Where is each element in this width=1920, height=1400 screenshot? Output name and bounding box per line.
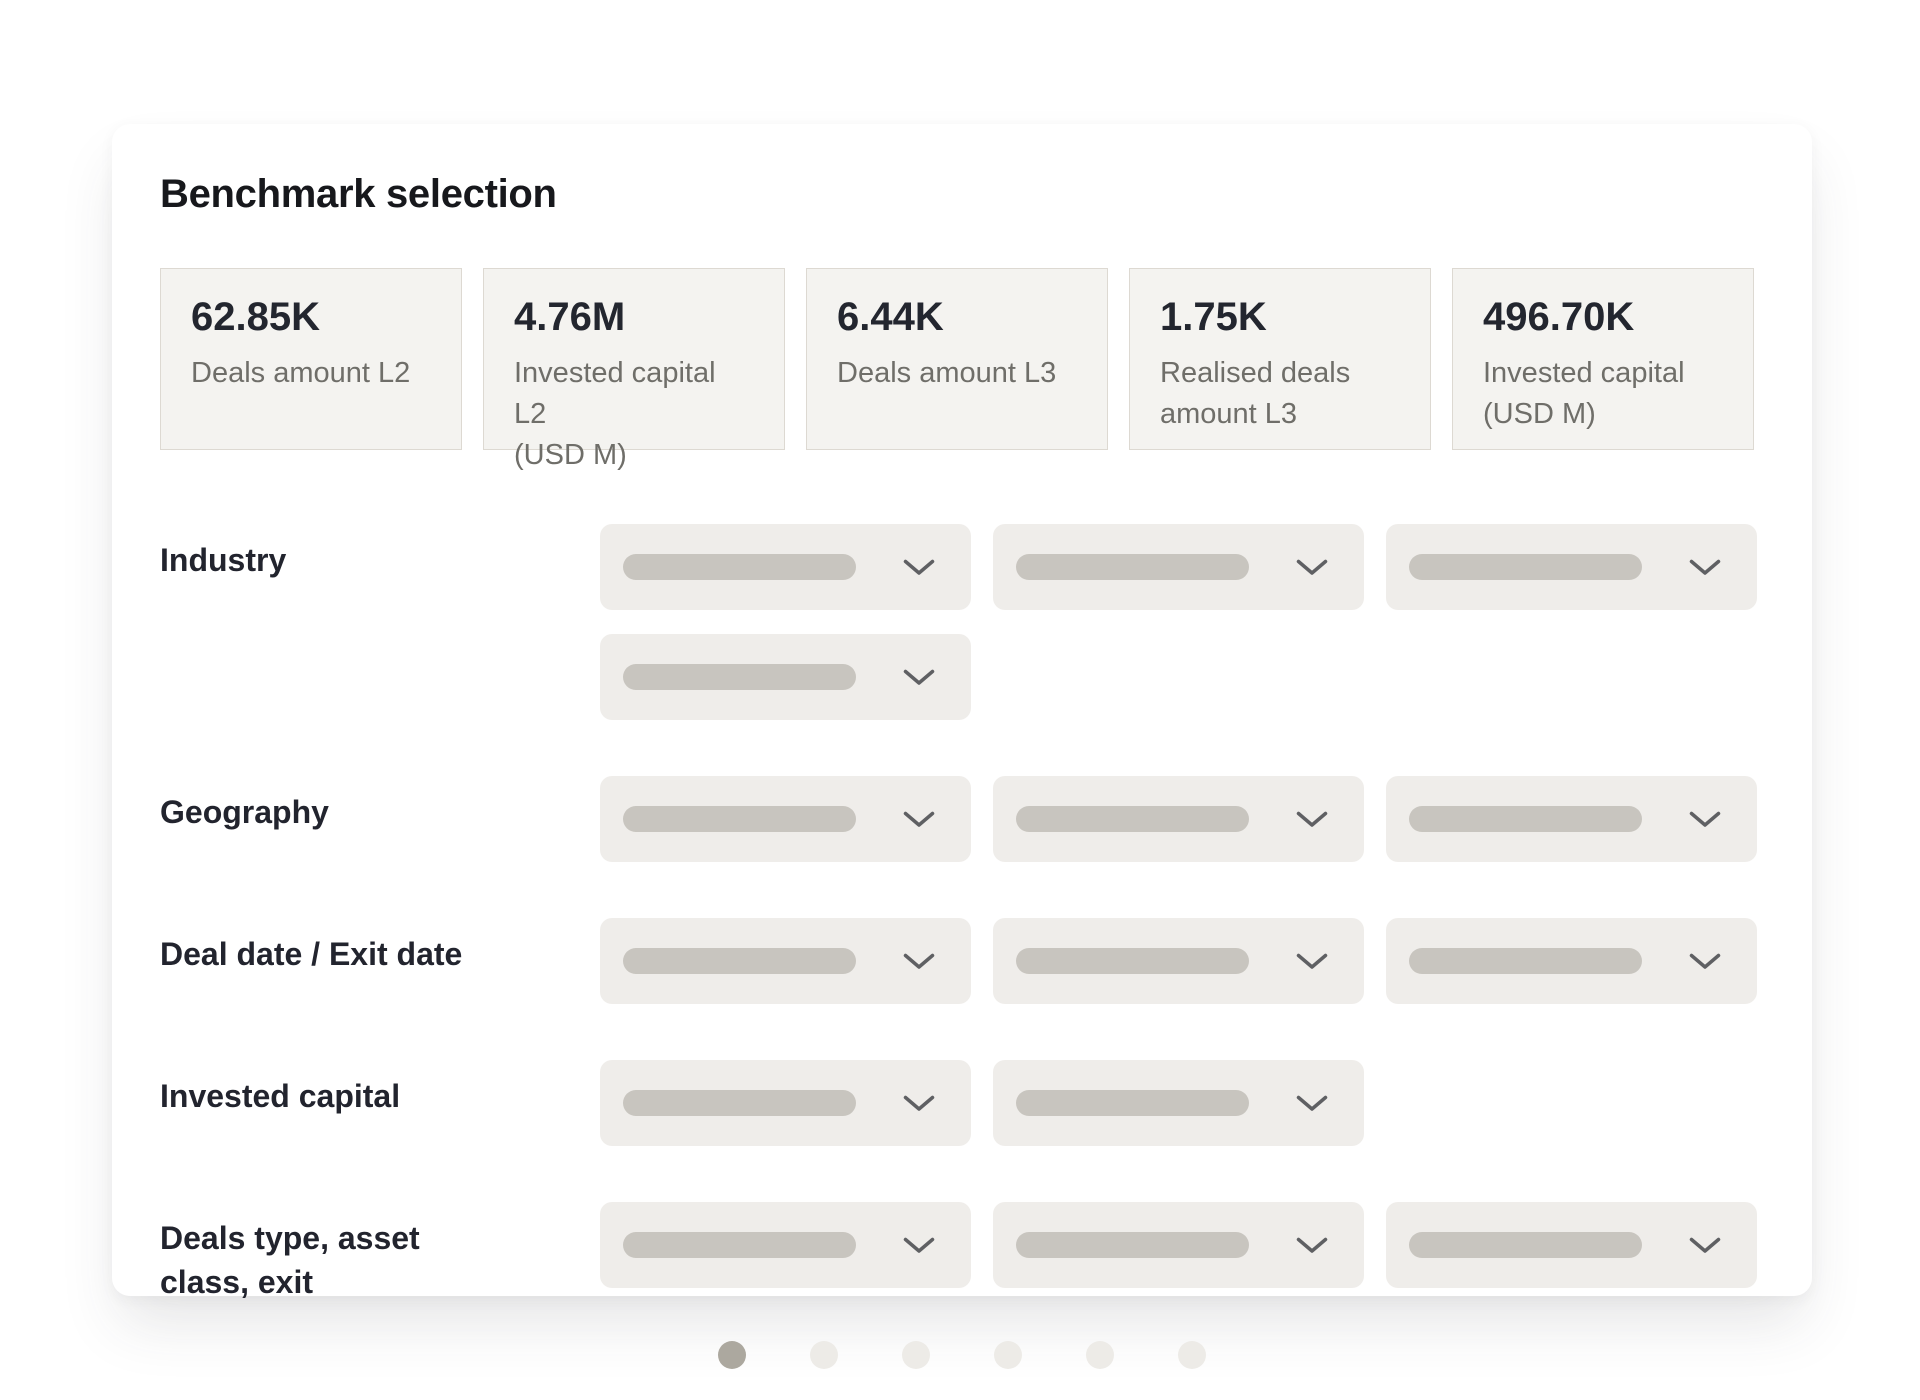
filter-dropdowns: [600, 776, 1757, 862]
carousel-dots: [718, 1341, 1206, 1369]
stat-card: 496.70K Invested capital (USD M): [1452, 268, 1754, 450]
page-title: Benchmark selection: [160, 172, 557, 216]
chevron-down-icon: [1689, 953, 1721, 969]
stat-card: 62.85K Deals amount L2: [160, 268, 462, 450]
stat-card: 4.76M Invested capital L2 (USD M): [483, 268, 785, 471]
filter-select[interactable]: [600, 776, 971, 862]
filter-dropdowns: [600, 1202, 1757, 1288]
carousel-dot-4[interactable]: [994, 1341, 1022, 1369]
dropdown-row: [600, 918, 1757, 1004]
carousel-dot-3[interactable]: [902, 1341, 930, 1369]
chevron-down-icon: [1689, 1237, 1721, 1253]
chevron-down-icon: [903, 559, 935, 575]
stat-value: 496.70K: [1483, 295, 1635, 339]
skeleton-value-bar: [1016, 1090, 1249, 1116]
stat-value: 1.75K: [1160, 295, 1267, 339]
filter-select[interactable]: [1386, 776, 1757, 862]
carousel-dot-5[interactable]: [1086, 1341, 1114, 1369]
chevron-down-icon: [903, 669, 935, 685]
filter-label: Deals type, asset class, exit: [160, 1220, 420, 1300]
stat-value: 6.44K: [837, 295, 944, 339]
chevron-down-icon: [1689, 559, 1721, 575]
chevron-down-icon: [1296, 1237, 1328, 1253]
stat-label: Deals amount L2: [191, 357, 411, 389]
filter-select[interactable]: [600, 634, 971, 720]
stat-label: Realised deals amount L3: [1160, 357, 1351, 430]
dropdown-row: [600, 1202, 1757, 1288]
filter-label: Invested capital: [160, 1078, 401, 1114]
filter-select[interactable]: [993, 776, 1364, 862]
skeleton-value-bar: [1016, 948, 1249, 974]
skeleton-value-bar: [623, 1232, 856, 1258]
dropdown-row: [600, 524, 1757, 610]
skeleton-value-bar: [1409, 806, 1642, 832]
filter-dropdowns: [600, 1060, 1364, 1146]
filter-select[interactable]: [1386, 524, 1757, 610]
filter-dropdowns: [600, 918, 1757, 1004]
stats-row: 62.85K Deals amount L2 4.76M Invested ca…: [160, 268, 1758, 471]
dropdown-row: [600, 634, 1757, 720]
filter-select[interactable]: [1386, 1202, 1757, 1288]
carousel-dot-1[interactable]: [718, 1341, 746, 1369]
skeleton-value-bar: [1409, 554, 1642, 580]
stat-label: Invested capital L2 (USD M): [514, 357, 716, 471]
filter-dropdowns: [600, 524, 1757, 720]
filter-group-geography: Geography: [160, 776, 1758, 862]
skeleton-value-bar: [623, 554, 856, 580]
dropdown-row: [600, 1060, 1364, 1146]
chevron-down-icon: [1296, 811, 1328, 827]
skeleton-value-bar: [1409, 948, 1642, 974]
skeleton-value-bar: [1016, 554, 1249, 580]
chevron-down-icon: [903, 1095, 935, 1111]
filter-select[interactable]: [1386, 918, 1757, 1004]
dropdown-row: [600, 776, 1757, 862]
filter-select[interactable]: [993, 918, 1364, 1004]
chevron-down-icon: [1296, 559, 1328, 575]
filter-select[interactable]: [600, 1202, 971, 1288]
benchmark-selection-card: Benchmark selection 62.85K Deals amount …: [112, 124, 1812, 1300]
filter-select[interactable]: [600, 1060, 971, 1146]
skeleton-value-bar: [623, 806, 856, 832]
filter-group-industry: Industry: [160, 524, 1758, 720]
filter-group-deal-date-exit-date: Deal date / Exit date: [160, 918, 1758, 1004]
filter-select[interactable]: [600, 524, 971, 610]
skeleton-value-bar: [1409, 1232, 1642, 1258]
stat-card: 6.44K Deals amount L3: [806, 268, 1108, 450]
stat-label: Deals amount L3: [837, 357, 1057, 389]
stat-card: 1.75K Realised deals amount L3: [1129, 268, 1431, 450]
filter-label: Industry: [160, 542, 287, 578]
skeleton-value-bar: [1016, 1232, 1249, 1258]
chevron-down-icon: [1296, 1095, 1328, 1111]
stat-value: 4.76M: [514, 295, 626, 339]
chevron-down-icon: [903, 811, 935, 827]
stat-label: Invested capital (USD M): [1483, 357, 1685, 430]
skeleton-value-bar: [1016, 806, 1249, 832]
filters-section: Industry Geography: [160, 524, 1758, 1304]
chevron-down-icon: [903, 1237, 935, 1253]
filter-select[interactable]: [600, 918, 971, 1004]
filter-label: Deal date / Exit date: [160, 936, 463, 972]
carousel-dot-6[interactable]: [1178, 1341, 1206, 1369]
filter-select[interactable]: [993, 524, 1364, 610]
skeleton-value-bar: [623, 664, 856, 690]
chevron-down-icon: [1296, 953, 1328, 969]
chevron-down-icon: [903, 953, 935, 969]
stat-value: 62.85K: [191, 295, 320, 339]
skeleton-value-bar: [623, 1090, 856, 1116]
skeleton-value-bar: [623, 948, 856, 974]
filter-group-invested-capital: Invested capital: [160, 1060, 1758, 1146]
filter-group-deals-type-asset-class-exit: Deals type, asset class, exit: [160, 1202, 1758, 1304]
chevron-down-icon: [1689, 811, 1721, 827]
filter-select[interactable]: [993, 1060, 1364, 1146]
filter-label: Geography: [160, 794, 329, 830]
filter-select[interactable]: [993, 1202, 1364, 1288]
carousel-dot-2[interactable]: [810, 1341, 838, 1369]
